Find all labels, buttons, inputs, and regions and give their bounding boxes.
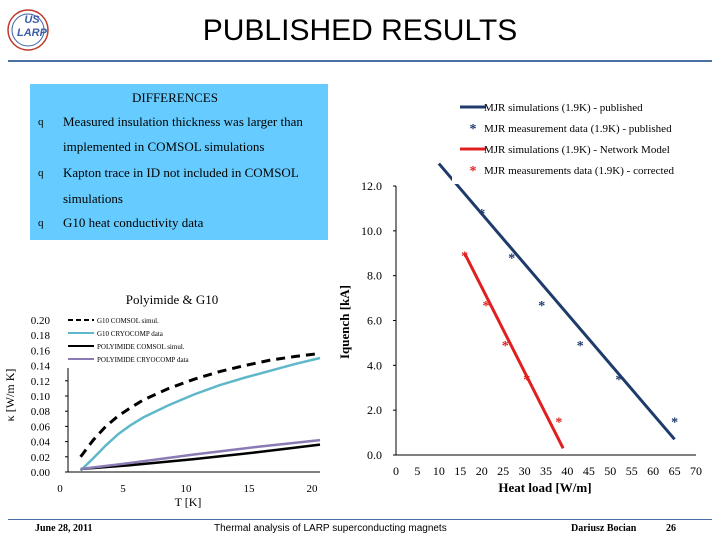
chart1-y-tick-label: 0.14 [31,361,51,373]
chart1-y-tick-label: 0.18 [31,330,51,342]
title-divider [8,60,712,62]
chart2-x-tick-label: 45 [583,464,595,478]
difference-item-2-line2: simulations [63,191,123,206]
chart2-y-axis-label: Iquench [kA] [337,285,352,359]
chart2-x-axis-label: Heat load [W/m] [498,480,591,495]
chart2-data-point: * [461,249,468,264]
chart1-x-tick-label: 10 [181,483,193,495]
chart2-x-tick-label: 15 [454,464,466,478]
chart1-legend-label: POLYIMIDE CRYOCOMP data [97,356,189,364]
chart2-data-point: * [538,299,545,314]
chart2-legend-label: MJR simulations (1.9K) - published [484,102,643,114]
chart2-data-point: * [555,415,562,430]
chart2-legend-label: MJR simulations (1.9K) - Network Model [484,144,670,156]
chart1-y-tick-label: 0.08 [31,406,51,418]
chart2-x-tick-label: 55 [626,464,638,478]
bullet-icon: q [38,217,44,229]
differences-box [30,84,328,240]
chart1-y-tick-label: 0.12 [31,376,50,388]
chart2-x-tick-label: 35 [540,464,552,478]
chart2-series-line-3 [463,252,565,449]
charts-canvas: Polyimide & G10 0.20 0.18 0.16 0.14 0.12 0.10 0… [3,98,702,509]
chart2-legend-box [452,98,698,184]
chart2-y-tick-label: 8.0 [367,269,382,283]
chart2-data-point: * [671,415,678,430]
bullet-icon: q [38,116,44,128]
logo-text: US LARP [12,14,52,40]
difference-item-1-line2: implemented in COMSOL simulations [63,139,265,154]
chart1-y-tick-label: 0.20 [31,315,51,327]
chart1-legend-label: G10 CRYOCOMP data [97,330,164,338]
chart2-x-tick-label: 10 [433,464,445,478]
chart2-x-tick-label: 25 [497,464,509,478]
chart2-data-point: * [483,299,490,314]
chart1-y-tick-label: 0.16 [31,345,51,357]
chart1-title: Polyimide & G10 [126,292,218,307]
footer-title: Thermal analysis of LARP superconducting… [214,523,447,534]
chart2-x-tick-label: 5 [414,464,420,478]
footer-divider [8,519,712,520]
logo-text-larp: LARP [17,27,47,39]
chart2-data-point: * [478,207,485,222]
chart2-x-tick-label: 65 [669,464,681,478]
chart1-y-tick-label: 0.04 [31,437,51,449]
logo-swirl-icon [7,9,49,51]
difference-item-2-line1: Kapton trace in ID not included in COMSO… [63,165,299,180]
footer-page-number: 26 [666,523,676,534]
chart1-x-axis-label: T [K] [175,495,202,509]
chart2-data-point: * [508,252,515,267]
chart1-legend-label: G10 COMSOL simul. [97,317,159,325]
chart1-x-tick-label: 5 [120,483,126,495]
footer-date: June 28, 2011 [35,523,93,534]
chart2-series-line-1 [437,162,676,441]
chart2-x-tick-label: 70 [690,464,702,478]
logo-text-us: US [24,14,40,26]
chart2-y-tick-label: 10.0 [361,224,382,238]
chart2-x-tick-label: 0 [393,464,399,478]
chart2-x-tick-label: 40 [561,464,573,478]
chart1-x-tick-label: 20 [307,483,319,495]
chart1-x-tick-label: 0 [57,483,63,495]
chart2-data-point: * [502,339,509,354]
slide-title: PUBLISHED RESULTS [202,14,518,47]
differences-heading: DIFFERENCES [132,90,218,105]
chart2-legend-label: MJR measurements data (1.9K) - corrected [484,165,674,177]
chart2-x-tick-label: 30 [519,464,531,478]
chart2-x-tick-label: 50 [604,464,616,478]
chart1-series-line-3 [80,443,321,471]
chart2-legend-label: MJR measurement data (1.9K) - published [484,123,672,135]
chart1-y-tick-label: 0.00 [31,467,51,479]
chart2-y-tick-label: 2.0 [367,403,382,417]
chart2-y-tick-label: 0.0 [367,448,382,462]
chart1-series-line-2 [79,356,321,472]
chart1-series-line-4 [80,438,321,471]
difference-item-1-line1: Measured insulation thickness was larger… [63,114,303,129]
chart1-legend-label: POLYIMIDE COMSOL simul. [97,343,185,351]
footer-author: Dariusz Bocian [571,523,637,534]
difference-item-3-line1: G10 heat conductivity data [63,215,204,230]
chart1-y-tick-label: 0.06 [31,421,51,433]
chart2-y-tick-label: 6.0 [367,314,382,328]
chart2-x-tick-label: 20 [476,464,488,478]
chart2-y-tick-label: 12.0 [361,179,382,193]
chart1-y-tick-label: 0.10 [31,391,51,403]
chart1-series-line-1 [79,351,321,458]
chart2-y-tick-label: 4.0 [367,358,382,372]
chart2-data-point: * [523,373,530,388]
chart2-data-point: * [615,373,622,388]
chart2-x-tick-label: 60 [647,464,659,478]
chart1-x-tick-label: 15 [244,483,256,495]
chart2-legend-marker: * [470,164,477,179]
chart2-legend-marker: * [470,122,477,137]
bullet-icon: q [38,167,44,179]
chart2-data-point: * [577,339,584,354]
chart1-y-axis-label: κ [W/m K] [3,369,17,422]
chart1-y-tick-label: 0.02 [31,452,50,464]
us-larp-logo: US LARP [4,6,52,54]
